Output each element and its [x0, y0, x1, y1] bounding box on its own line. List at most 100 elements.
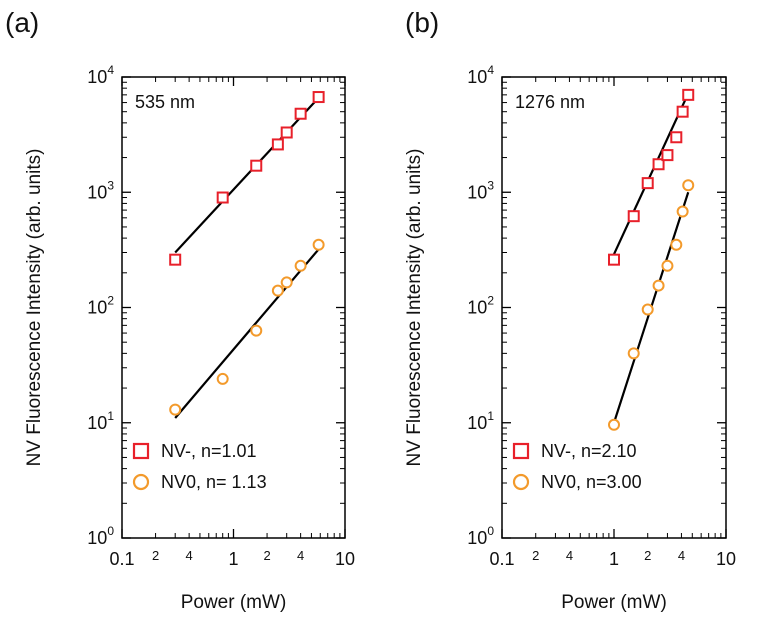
x-minor-label: 2 — [152, 548, 159, 563]
data-point-circle — [661, 259, 674, 272]
data-point-square — [652, 158, 665, 171]
data-point-circle — [608, 418, 620, 431]
legend: NV-, n=1.01 NV0, n= 1.13 — [132, 441, 267, 492]
data-point-circle — [312, 238, 325, 251]
data-point-circle — [280, 276, 293, 289]
panel-label: (b) — [405, 7, 439, 38]
data-point-square — [676, 105, 689, 118]
data-point-square — [216, 191, 229, 204]
x-minor-label: 4 — [566, 548, 573, 563]
x-minor-label: 2 — [263, 548, 270, 563]
y-tick-label: 100 — [87, 524, 114, 548]
x-axis-ticks — [121, 77, 346, 538]
fit-line — [174, 97, 320, 254]
fit-line — [613, 92, 690, 255]
data-point-square — [670, 131, 683, 144]
data-point-square — [682, 88, 695, 101]
series-nv-minus — [169, 91, 325, 266]
y-tick-exponent: 4 — [107, 63, 114, 77]
y-tick-label: 104 — [467, 63, 494, 87]
legend-label: NV0, n=3.00 — [541, 472, 642, 492]
legend-marker-circle — [512, 473, 530, 491]
data-point-circle — [676, 205, 689, 218]
y-tick-exponent: 3 — [107, 178, 114, 192]
wavelength-annotation: 535 nm — [135, 92, 195, 112]
y-axis-title: NV Fluorescence Intensity (arb. units) — [24, 149, 45, 467]
data-point-circle — [169, 403, 182, 416]
y-tick-label: 101 — [87, 409, 114, 433]
wavelength-annotation: 1276 nm — [515, 92, 585, 112]
data-point-circle — [271, 284, 284, 297]
y-tick-base: 10 — [467, 528, 487, 548]
legend-label: NV-, n=2.10 — [541, 441, 637, 461]
data-point-circle — [250, 324, 263, 337]
legend-label: NV-, n=1.01 — [161, 441, 257, 461]
y-tick-label: 101 — [467, 409, 494, 433]
data-point-circle — [682, 179, 695, 192]
data-point-square — [271, 138, 284, 151]
y-tick-base: 10 — [467, 298, 487, 318]
data-point-square — [312, 91, 325, 104]
data-point-square — [294, 107, 307, 120]
x-tick-label: 1 — [228, 549, 238, 569]
x-minor-label: 2 — [532, 548, 539, 563]
y-tick-exponent: 1 — [107, 409, 114, 423]
data-point-circle — [216, 372, 229, 385]
data-point-circle — [652, 279, 665, 292]
data-point-circle — [294, 259, 307, 272]
y-tick-exponent: 4 — [487, 63, 494, 77]
x-tick-label: 0.1 — [109, 549, 134, 569]
y-tick-label: 103 — [87, 178, 114, 202]
y-tick-label: 104 — [87, 63, 114, 87]
x-minor-label: 4 — [186, 548, 193, 563]
data-point-square — [627, 210, 640, 223]
x-axis-ticks — [501, 77, 727, 538]
y-axis-ticks — [122, 76, 345, 539]
x-tick-label: 1 — [609, 549, 619, 569]
series-nv0 — [608, 179, 695, 431]
y-tick-exponent: 3 — [487, 178, 494, 192]
x-tick-label: 10 — [335, 549, 355, 569]
x-axis-title: Power (mW) — [181, 592, 287, 613]
x-axis-title: Power (mW) — [561, 592, 667, 613]
y-tick-base: 10 — [87, 67, 107, 87]
panel-label: (a) — [5, 7, 39, 38]
plot-frame — [121, 76, 346, 539]
y-tick-base: 10 — [87, 182, 107, 202]
y-tick-exponent: 2 — [487, 294, 494, 308]
x-minor-label: 4 — [297, 548, 304, 563]
y-tick-base: 10 — [87, 528, 107, 548]
legend: NV-, n=2.10 NV0, n=3.00 — [512, 441, 642, 492]
data-point-circle — [670, 238, 683, 251]
legend-marker-circle — [132, 473, 150, 491]
data-point-square — [608, 253, 620, 266]
x-minor-label: 2 — [644, 548, 651, 563]
y-tick-exponent: 1 — [487, 409, 494, 423]
data-point-circle — [627, 347, 640, 360]
plot-frame — [501, 76, 727, 539]
y-tick-label: 103 — [467, 178, 494, 202]
x-tick-label: 10 — [716, 549, 736, 569]
y-tick-label: 102 — [467, 294, 494, 318]
fit-line — [174, 248, 320, 419]
data-point-square — [661, 149, 674, 162]
data-point-square — [169, 253, 182, 266]
data-point-square — [641, 177, 654, 190]
y-tick-exponent: 2 — [107, 294, 114, 308]
x-minor-label: 4 — [678, 548, 685, 563]
legend-marker-square — [132, 442, 150, 460]
y-tick-label: 102 — [87, 294, 114, 318]
data-point-square — [250, 159, 263, 172]
y-axis-ticks — [502, 76, 726, 539]
y-axis-title: NV Fluorescence Intensity (arb. units) — [404, 149, 425, 467]
y-tick-base: 10 — [467, 182, 487, 202]
y-tick-base: 10 — [87, 298, 107, 318]
y-tick-label: 100 — [467, 524, 494, 548]
x-tick-label: 0.1 — [489, 549, 514, 569]
data-point-circle — [641, 303, 654, 316]
y-tick-base: 10 — [467, 67, 487, 87]
data-point-square — [280, 126, 293, 139]
